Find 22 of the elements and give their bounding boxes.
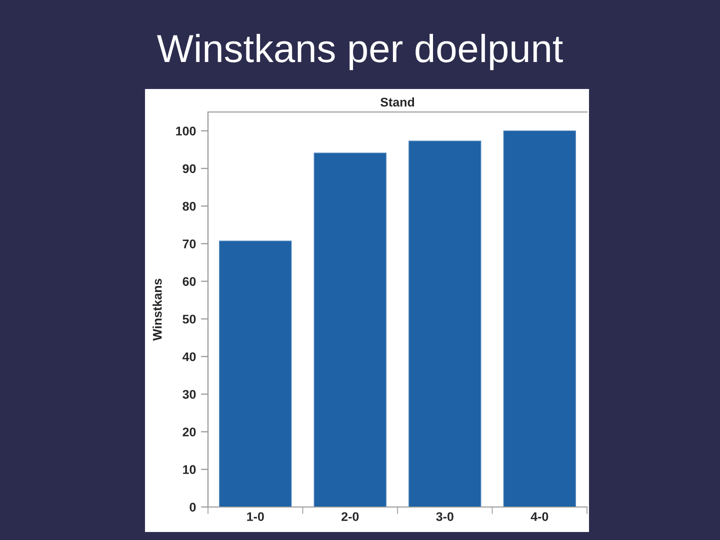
- bar: [503, 130, 576, 507]
- y-tick-label: 30: [182, 390, 196, 399]
- y-tick-label: 80: [182, 202, 196, 211]
- y-axis-title: Winstkans: [152, 278, 162, 341]
- y-tick-label: 40: [182, 352, 196, 362]
- x-tick-label: 2-0: [342, 512, 359, 522]
- bar: [408, 140, 482, 507]
- bar: [314, 152, 386, 507]
- chart-title: Winstkans per doelpunt: [156, 34, 563, 70]
- y-tick-label: 20: [182, 428, 196, 436]
- y-tick-label: 90: [182, 164, 196, 174]
- y-tick-label: 100: [176, 126, 196, 136]
- y-tick-label: 50: [182, 314, 196, 324]
- y-tick-label: 0: [190, 502, 196, 512]
- bar: [219, 240, 292, 507]
- x-tick-label: 4-0: [530, 512, 548, 522]
- x-tick-label: 1-0: [247, 512, 264, 522]
- y-tick-label: 70: [182, 239, 196, 248]
- chart-subtitle: Stand: [380, 97, 414, 107]
- y-tick-label: 60: [182, 277, 196, 286]
- x-tick-label: 3-0: [436, 512, 454, 522]
- y-tick-label: 10: [183, 465, 196, 474]
